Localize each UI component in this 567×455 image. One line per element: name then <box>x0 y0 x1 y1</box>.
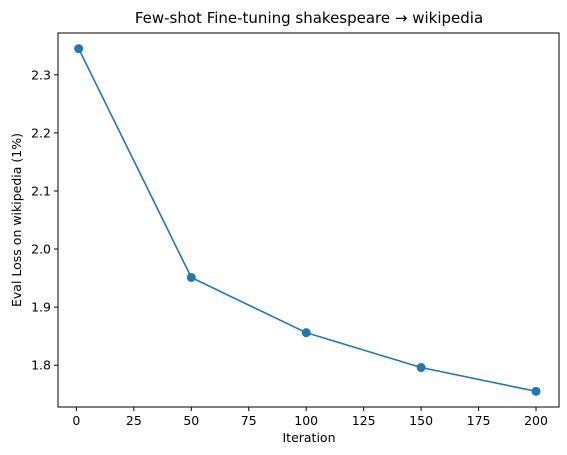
data-point <box>416 363 426 373</box>
y-tick-label: 2.0 <box>31 242 51 257</box>
x-tick-label: 0 <box>72 413 80 428</box>
x-tick-label: 175 <box>467 413 491 428</box>
y-tick-label: 2.2 <box>31 125 51 140</box>
x-axis-label: Iteration <box>282 430 335 445</box>
series-layer <box>74 44 541 396</box>
data-point <box>186 272 196 282</box>
x-tick-label: 150 <box>409 413 433 428</box>
x-axis-ticks: 0 25 50 75 100 125 150 175 200 <box>72 407 548 428</box>
data-point <box>531 386 541 396</box>
chart-title: Few-shot Fine-tuning shakespeare → wikip… <box>135 9 483 27</box>
x-tick-label: 75 <box>241 413 257 428</box>
y-tick-label: 2.3 <box>31 67 51 82</box>
y-tick-label: 2.1 <box>31 183 51 198</box>
x-tick-label: 200 <box>524 413 548 428</box>
plot-area-frame <box>57 32 560 408</box>
data-point <box>74 44 84 54</box>
y-tick-label: 1.8 <box>31 358 51 373</box>
y-axis-ticks: 1.8 1.9 2.0 2.1 2.2 2.3 <box>31 67 58 373</box>
y-axis-label: Eval Loss on wikipedia (1%) <box>9 133 24 307</box>
series-line <box>77 48 537 393</box>
y-tick-label: 1.9 <box>31 300 51 315</box>
x-tick-label: 100 <box>294 413 318 428</box>
x-tick-label: 125 <box>352 413 376 428</box>
x-tick-label: 50 <box>183 413 199 428</box>
data-point <box>301 328 311 338</box>
x-tick-label: 25 <box>126 413 142 428</box>
